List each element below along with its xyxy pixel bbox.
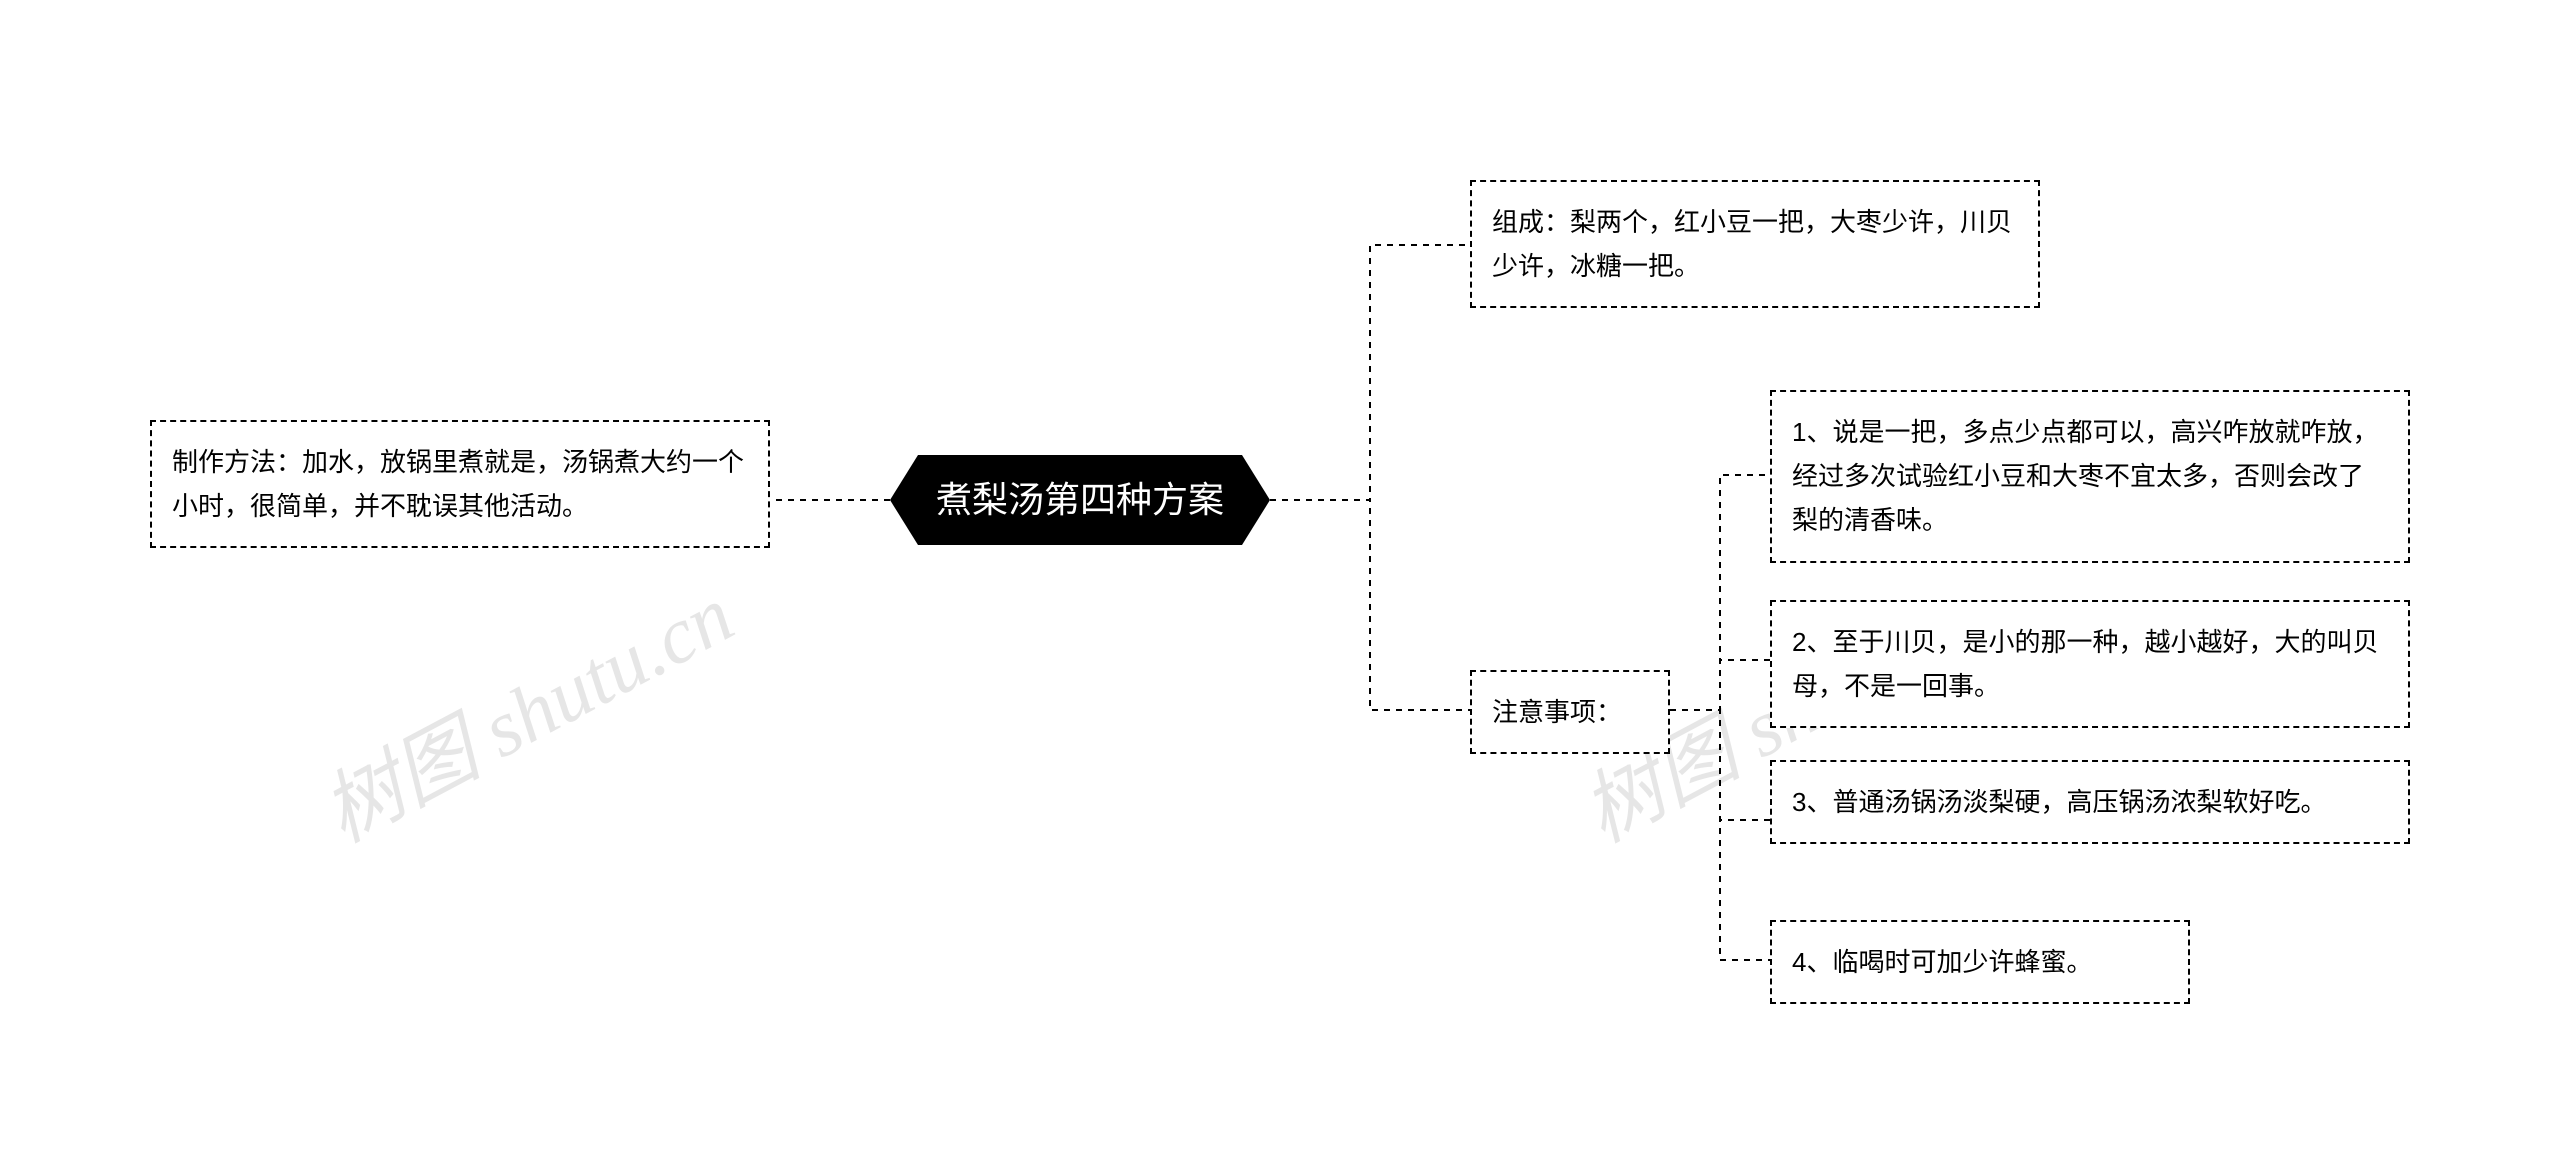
note-item: 1、说是一把，多点少点都可以，高兴咋放就咋放，经过多次试验红小豆和大枣不宜太多，… bbox=[1770, 390, 2410, 563]
ingredients-node: 组成：梨两个，红小豆一把，大枣少许，川贝少许，冰糖一把。 bbox=[1470, 180, 2040, 308]
note-item: 4、临喝时可加少许蜂蜜。 bbox=[1770, 920, 2190, 1004]
notes-label-node: 注意事项： bbox=[1470, 670, 1670, 754]
watermark: 树图 shutu.cn bbox=[299, 551, 750, 864]
note-item: 3、普通汤锅汤淡梨硬，高压锅汤浓梨软好吃。 bbox=[1770, 760, 2410, 844]
method-node: 制作方法：加水，放锅里煮就是，汤锅煮大约一个小时，很简单，并不耽误其他活动。 bbox=[150, 420, 770, 548]
note-item: 2、至于川贝，是小的那一种，越小越好，大的叫贝母，不是一回事。 bbox=[1770, 600, 2410, 728]
root-node: 煮梨汤第四种方案 bbox=[890, 455, 1270, 545]
